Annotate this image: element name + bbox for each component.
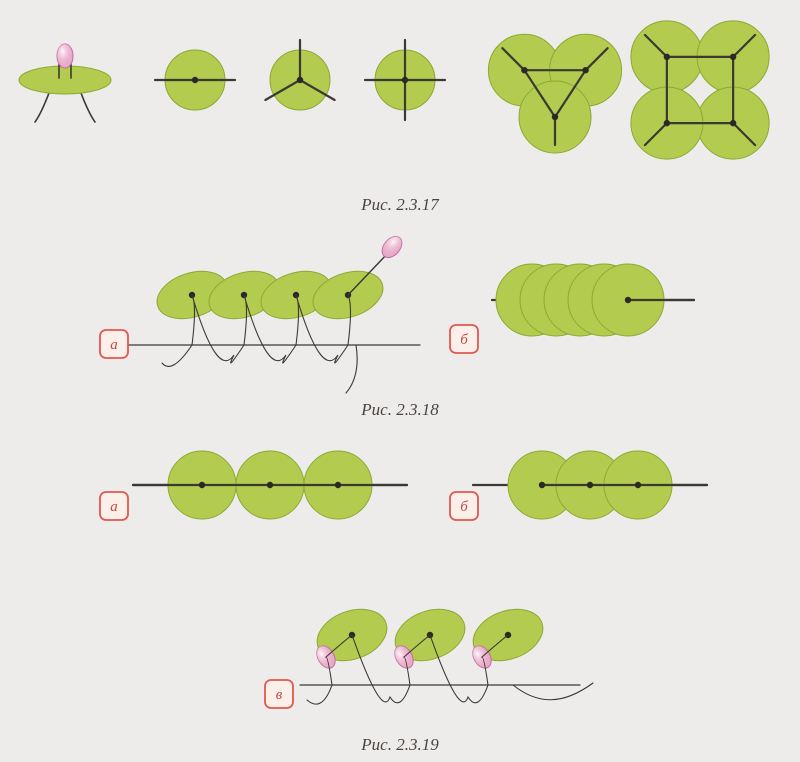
hole-dot bbox=[552, 114, 558, 120]
hole-dot bbox=[582, 67, 588, 73]
hole-dot bbox=[297, 77, 303, 83]
sequin-cluster-4 bbox=[631, 21, 769, 159]
fig18-a: а bbox=[100, 233, 420, 393]
hole-dot bbox=[664, 54, 670, 60]
hole-dot bbox=[402, 77, 408, 83]
label-text: б bbox=[460, 332, 468, 348]
hole-dot bbox=[199, 482, 205, 488]
figure-2-3-19: а б в bbox=[100, 451, 707, 708]
figure-caption: Рис. 2.3.19 bbox=[360, 735, 439, 754]
label-b: б bbox=[450, 325, 478, 353]
bead-icon bbox=[57, 44, 73, 68]
figure-2-3-17 bbox=[19, 21, 769, 159]
hole-dot bbox=[635, 482, 641, 488]
hole-dot bbox=[335, 482, 341, 488]
hole-dot bbox=[730, 120, 736, 126]
hole-dot bbox=[521, 67, 527, 73]
label-text: в bbox=[276, 687, 283, 703]
hole-dot bbox=[539, 482, 545, 488]
hole-dot bbox=[192, 77, 198, 83]
label-text: а bbox=[110, 499, 118, 515]
hole-dot bbox=[625, 297, 631, 303]
fig19-a: а bbox=[100, 451, 407, 520]
label-c: в bbox=[265, 680, 293, 708]
label-text: а bbox=[110, 337, 118, 353]
label-b: б bbox=[450, 492, 478, 520]
label-a: а bbox=[100, 330, 128, 358]
sequin-side-view bbox=[19, 44, 111, 122]
sequin-disc-side bbox=[19, 66, 111, 94]
hole-dot bbox=[730, 54, 736, 60]
hole-dot bbox=[664, 120, 670, 126]
figure-2-3-18: аб bbox=[100, 233, 694, 393]
sequin-3-stitch bbox=[265, 40, 334, 110]
figure-caption: Рис. 2.3.17 bbox=[360, 195, 440, 214]
sequin-cluster-3 bbox=[488, 34, 621, 153]
fig19-b: б bbox=[450, 451, 707, 520]
sequin-2-stitch bbox=[155, 50, 235, 110]
hole-dot bbox=[267, 482, 273, 488]
label-a: а bbox=[100, 492, 128, 520]
fig19-c: в bbox=[265, 600, 593, 708]
thread bbox=[346, 345, 357, 393]
label-text: б bbox=[460, 499, 468, 515]
sequin-4-stitch bbox=[365, 40, 445, 120]
bead-icon bbox=[378, 233, 406, 262]
fig18-b: б bbox=[450, 264, 694, 353]
figure-caption: Рис. 2.3.18 bbox=[360, 400, 439, 419]
hole-dot bbox=[587, 482, 593, 488]
